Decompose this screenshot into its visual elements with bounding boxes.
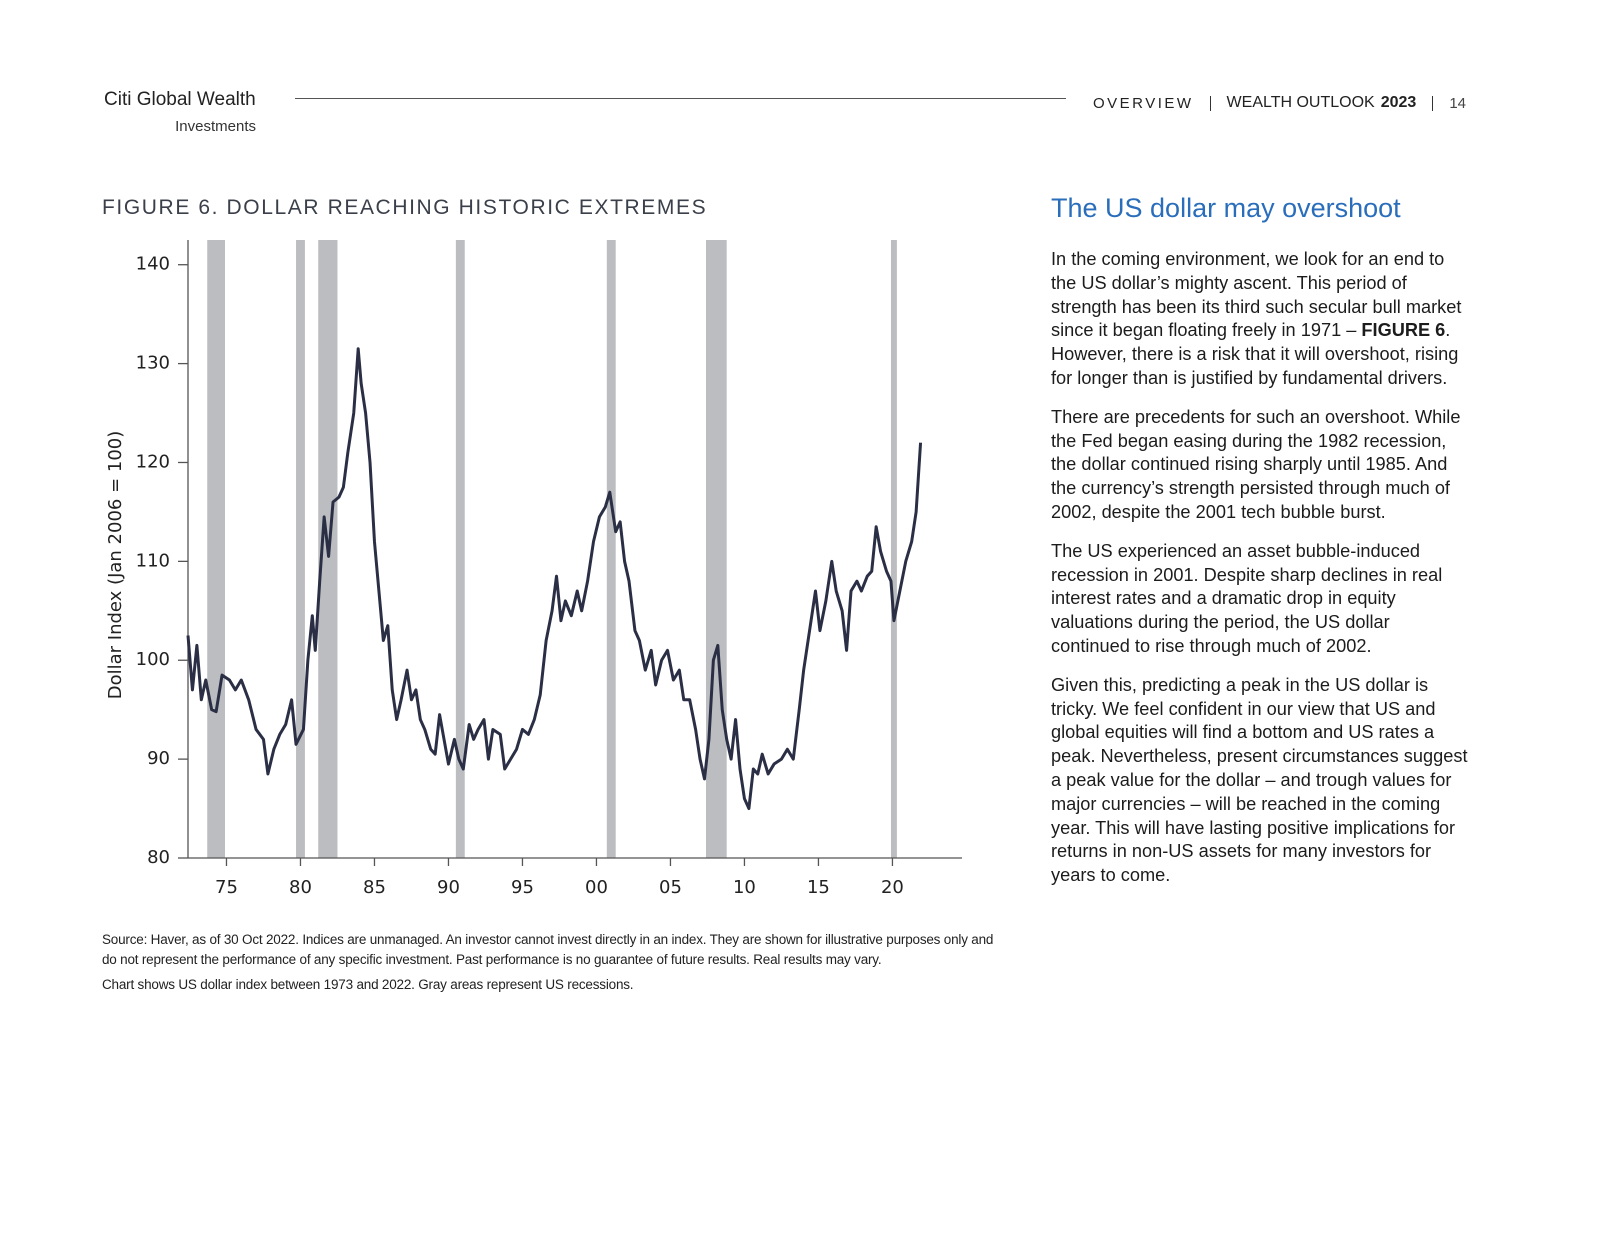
y-tick-label: 80	[147, 847, 170, 868]
sidebar-heading: The US dollar may overshoot	[1051, 193, 1401, 223]
recession-band	[705, 240, 727, 858]
chart: Dollar Index (Jan 2006 = 100) 80 90 100 110…	[105, 240, 962, 898]
recession-band	[207, 240, 225, 858]
figure-ref: FIGURE 6	[1361, 320, 1446, 341]
brand: Citi Global Wealth	[104, 89, 256, 110]
sidebar-text: In the coming environment, we look for a…	[1051, 248, 1469, 903]
chart-note: Chart shows US dollar index between 1973…	[102, 977, 634, 992]
year: 2023	[1380, 94, 1417, 111]
recession-band	[890, 240, 897, 858]
section: OVERVIEW	[1092, 94, 1194, 112]
y-tick-label: 120	[136, 451, 170, 472]
x-tick-label: 20	[881, 877, 904, 898]
y-tick-label: 90	[147, 748, 170, 769]
running-head: OVERVIEW WEALTH OUTLOOK 2023 14	[1070, 94, 1466, 112]
separator	[1209, 95, 1211, 111]
x-tick-label: 95	[511, 877, 534, 898]
y-tick-label: 110	[136, 550, 170, 571]
x-tick-label: 15	[807, 877, 830, 898]
paragraph: The US experienced an asset bubble-induc…	[1051, 540, 1443, 656]
y-tick-label: 100	[136, 649, 170, 670]
y-tick-label: 140	[136, 254, 170, 275]
separator	[1432, 95, 1434, 111]
source-note: Source: Haver, as of 30 Oct 2022. Indice…	[102, 932, 994, 967]
x-tick-label: 90	[437, 877, 460, 898]
x-tick-label: 75	[215, 877, 238, 898]
header-rule	[295, 98, 1066, 99]
x-tick-label: 00	[585, 877, 608, 898]
recession-band	[296, 240, 305, 858]
paragraph: There are precedents for such an oversho…	[1051, 406, 1461, 522]
figure-title: FIGURE 6. DOLLAR REACHING HISTORIC EXTRE…	[102, 196, 708, 219]
y-axis-label: Dollar Index (Jan 2006 = 100)	[105, 431, 126, 700]
paragraph: Given this, predicting a peak in the US …	[1051, 674, 1468, 886]
paragraph: In the coming environment, we look for a…	[1051, 248, 1469, 391]
y-tick-label: 130	[136, 353, 170, 374]
publication: WEALTH OUTLOOK	[1226, 94, 1375, 111]
recession-band	[455, 240, 465, 858]
index-line	[186, 347, 923, 811]
page-number: 14	[1449, 94, 1466, 112]
x-tick-label: 05	[659, 877, 682, 898]
x-tick-label: 10	[733, 877, 756, 898]
text: . However, there is a risk that it will …	[1051, 320, 1459, 388]
x-tick-label: 85	[363, 877, 386, 898]
text: In the coming environment, we look for a…	[1051, 249, 1462, 341]
x-tick-label: 80	[289, 877, 312, 898]
brand-sub: Investments	[175, 118, 256, 135]
recession-band	[606, 240, 616, 858]
